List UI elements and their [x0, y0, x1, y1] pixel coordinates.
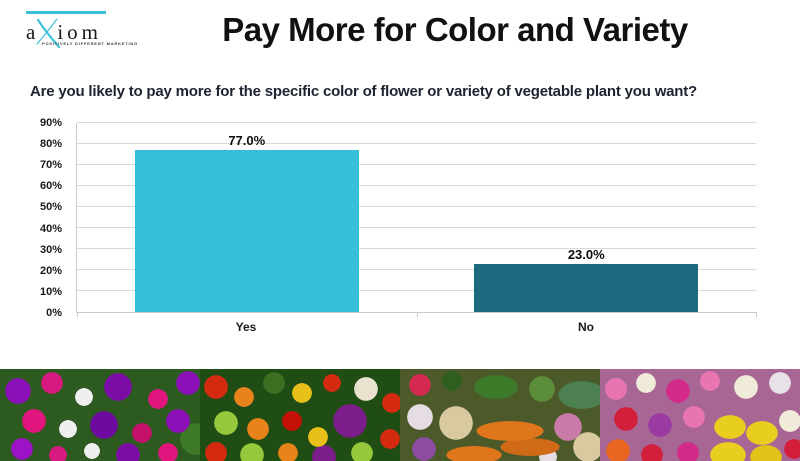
gridline [77, 142, 756, 144]
y-tick-label: 20% [39, 264, 62, 277]
logo-wordmark: a iom [26, 18, 136, 49]
bar-value-label: 23.0% [567, 246, 605, 262]
gridline [77, 205, 756, 207]
x-axis-tick-mark [756, 311, 757, 317]
gridline [77, 247, 756, 249]
root-vegetables-photo [400, 369, 600, 461]
gridline [77, 289, 756, 291]
gridline [77, 268, 756, 270]
photo-strip [0, 369, 800, 461]
page-title: Pay More for Color and Variety [222, 11, 688, 48]
logo-letter-a: a [26, 20, 40, 44]
gridline [77, 163, 756, 165]
survey-question: Are you likely to pay more for the speci… [30, 82, 698, 100]
y-tick-label: 30% [39, 243, 62, 256]
bar-chart: 0% 10% 20% 30% 40% 50% 60% 70% 80% 90% 77.0% 23.0%… [30, 113, 757, 335]
gridline [77, 226, 756, 228]
logo-x-icon [36, 18, 61, 54]
bar-slot-no: 23.0% [417, 123, 757, 312]
plot-area: 77.0% 23.0% [76, 121, 757, 317]
y-axis-labels: 0% 10% 20% 30% 40% 50% 60% 70% 80% 90% [30, 117, 68, 319]
x-axis-tick-mark [77, 311, 78, 317]
y-tick-label: 40% [39, 222, 62, 235]
y-tick-label: 90% [39, 116, 62, 129]
y-tick-label: 80% [39, 138, 62, 151]
x-axis-tick-mark [416, 311, 418, 317]
gridline [77, 184, 756, 186]
bar-yes [134, 150, 359, 312]
x-tick-label: No [578, 319, 594, 334]
bar-value-label: 77.0% [228, 133, 266, 149]
axiom-logo: a iom POSITIVELY DIFFERENT MARKETING [26, 11, 139, 49]
bar-no [474, 263, 699, 312]
y-tick-label: 70% [39, 159, 62, 172]
bars: 77.0% 23.0% [77, 123, 756, 312]
y-tick-label: 50% [39, 201, 62, 214]
y-tick-label: 60% [39, 180, 62, 193]
gridline [77, 121, 756, 123]
x-tick-label: Yes [235, 319, 257, 334]
tulips-photo [600, 369, 800, 461]
y-tick-label: 0% [46, 306, 62, 319]
logo-accent-bar [26, 11, 106, 14]
bar-slot-yes: 77.0% [77, 123, 417, 312]
x-axis-labels: Yes No [76, 315, 756, 335]
logo-letters-iom: iom [57, 20, 102, 44]
y-tick-label: 10% [39, 285, 62, 298]
petunias-photo [0, 369, 200, 461]
vegetables-photo [200, 369, 400, 461]
logo-tagline: POSITIVELY DIFFERENT MARKETING [42, 41, 139, 46]
